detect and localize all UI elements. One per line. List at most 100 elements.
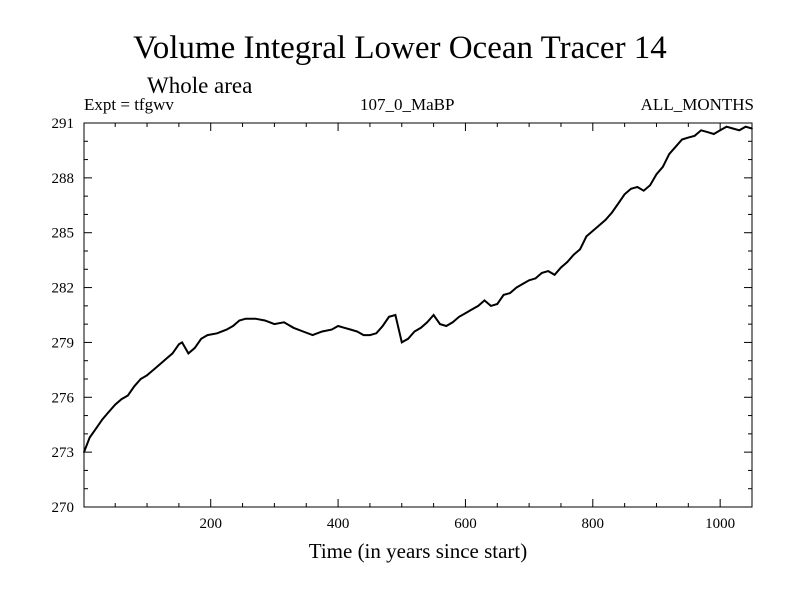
data-point [350, 328, 352, 331]
data-point [292, 327, 295, 329]
data-point [655, 173, 658, 175]
data-point [264, 319, 266, 322]
data-point [738, 129, 741, 132]
data-point [592, 230, 594, 232]
data-point [200, 337, 202, 340]
data-point [477, 305, 479, 307]
data-point [330, 328, 333, 331]
chart-subtitle: Whole area [147, 73, 253, 98]
plot-frame [83, 122, 753, 508]
data-point [343, 327, 346, 329]
y-tick-label: 285 [52, 226, 75, 242]
experiment-label: Expt = tfgwv [84, 95, 174, 114]
data-point [700, 129, 702, 132]
data-point [120, 398, 123, 400]
data-point [178, 343, 180, 346]
data-point [400, 341, 403, 344]
data-point [744, 125, 747, 128]
data-point [108, 411, 110, 413]
data-point [146, 374, 148, 377]
data-point [181, 341, 183, 344]
data-point [381, 325, 384, 327]
data-point [502, 294, 505, 296]
data-point [321, 330, 323, 333]
data-point [216, 332, 218, 335]
data-point [636, 186, 639, 188]
chart-title: Volume Integral Lower Ocean Tracer 14 [133, 30, 667, 66]
data-point [579, 248, 581, 250]
data-point [553, 273, 556, 276]
data-point [362, 334, 365, 336]
data-point [674, 145, 677, 148]
x-tick-label: 200 [199, 516, 222, 532]
data-point [547, 270, 550, 272]
data-point [194, 347, 196, 349]
data-point [706, 131, 709, 133]
data-point [432, 314, 435, 316]
data-point [521, 283, 524, 285]
data-point [394, 314, 397, 316]
data-point [407, 337, 409, 340]
data-point [464, 312, 467, 314]
data-point [445, 325, 448, 327]
y-tick-label: 288 [52, 171, 75, 187]
data-point [133, 385, 136, 388]
x-tick-label: 600 [454, 516, 477, 532]
data-point [206, 334, 209, 336]
data-point [439, 323, 441, 325]
data-point [302, 330, 304, 333]
data-point [572, 253, 575, 256]
x-tick-label: 1000 [705, 516, 735, 532]
series-line [83, 125, 753, 453]
data-point [83, 451, 85, 453]
data-point [375, 332, 378, 335]
data-point [139, 378, 142, 380]
data-point [496, 303, 499, 305]
data-point [232, 325, 234, 327]
data-point [611, 211, 613, 214]
data-point [238, 319, 241, 322]
data-point [687, 136, 690, 139]
data-point [165, 358, 167, 360]
data-point [171, 352, 174, 355]
data-point [244, 317, 247, 320]
data-point [623, 193, 626, 196]
x-tick-label: 400 [327, 516, 350, 532]
data-point [369, 334, 371, 336]
data-point [712, 133, 715, 135]
data-point [725, 125, 728, 128]
data-point [158, 363, 161, 366]
y-tick-label: 279 [52, 335, 75, 351]
y-tick-label: 270 [52, 500, 75, 516]
data-point [451, 321, 454, 324]
y-axis: 270 273 276 279 282 285 288 291 [52, 116, 752, 516]
data-point [356, 330, 358, 333]
data-point [88, 436, 91, 439]
data-point [388, 316, 390, 318]
data-point [127, 394, 129, 397]
x-axis-label: Time (in years since start) [309, 539, 528, 563]
data-point [732, 127, 734, 130]
data-point [413, 330, 416, 333]
data-point [617, 202, 620, 205]
data-point [426, 321, 429, 324]
data-point [693, 135, 696, 137]
data-point [509, 292, 511, 294]
data-point [642, 189, 645, 192]
y-tick-label: 291 [52, 116, 75, 132]
data-point [254, 317, 257, 320]
data-point [630, 188, 632, 190]
data-point [719, 129, 721, 132]
data-point [483, 299, 486, 302]
series-points [83, 125, 753, 453]
run-label: 107_0_MaBP [360, 95, 455, 114]
y-tick-label: 273 [52, 445, 75, 461]
data-point [114, 403, 117, 406]
data-point [283, 321, 285, 324]
y-tick-label: 282 [52, 281, 75, 297]
data-point [458, 316, 460, 318]
data-point [225, 328, 228, 331]
data-point [337, 325, 339, 327]
data-point [273, 323, 276, 325]
